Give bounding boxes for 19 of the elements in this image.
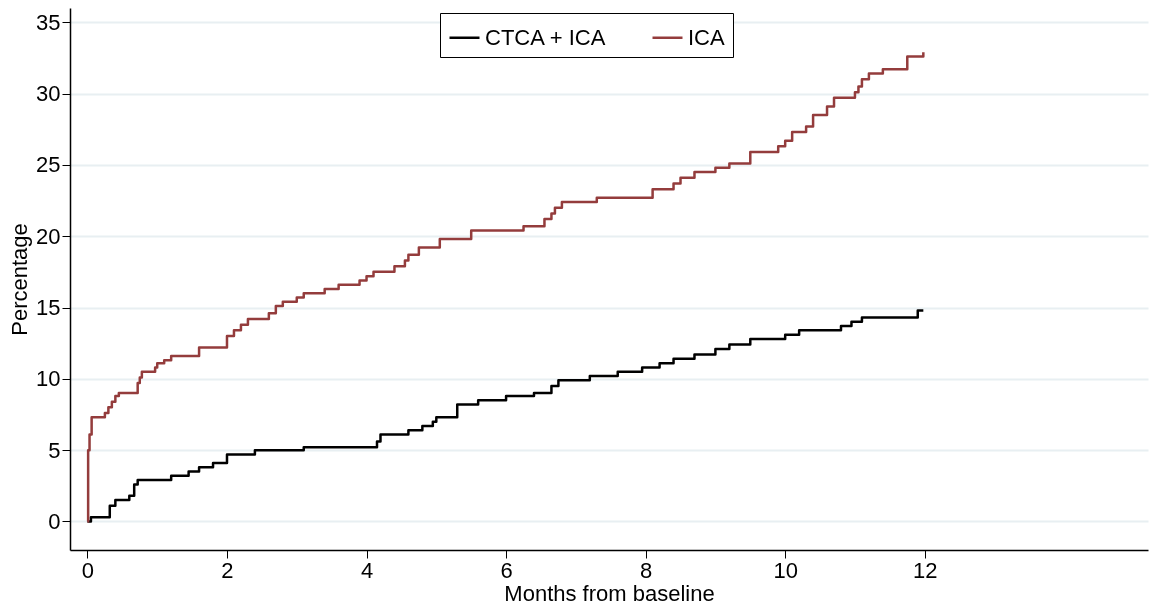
x-tick-label: 2 [221,557,234,583]
x-tick-label: 8 [640,557,653,583]
y-tick-label: 5 [48,437,61,463]
legend-label: CTCA + ICA [485,24,606,50]
y-tick-label: 30 [36,81,61,107]
y-tick-label: 25 [36,152,61,178]
x-tick-label: 6 [500,557,513,583]
x-axis-title: Months from baseline [504,580,715,606]
legend-label: ICA [688,24,725,50]
y-tick-label: 0 [48,508,61,534]
y-axis-title: Percentage [7,223,33,336]
y-tick-label: 35 [36,9,61,35]
y-tick-label: 20 [36,223,61,249]
x-tick-label: 12 [912,557,938,583]
x-tick-label: 10 [773,557,798,583]
x-tick-label: 4 [360,557,374,583]
y-tick-label: 10 [36,366,61,392]
x-tick-label: 0 [81,557,95,583]
y-tick-label: 15 [36,295,61,321]
